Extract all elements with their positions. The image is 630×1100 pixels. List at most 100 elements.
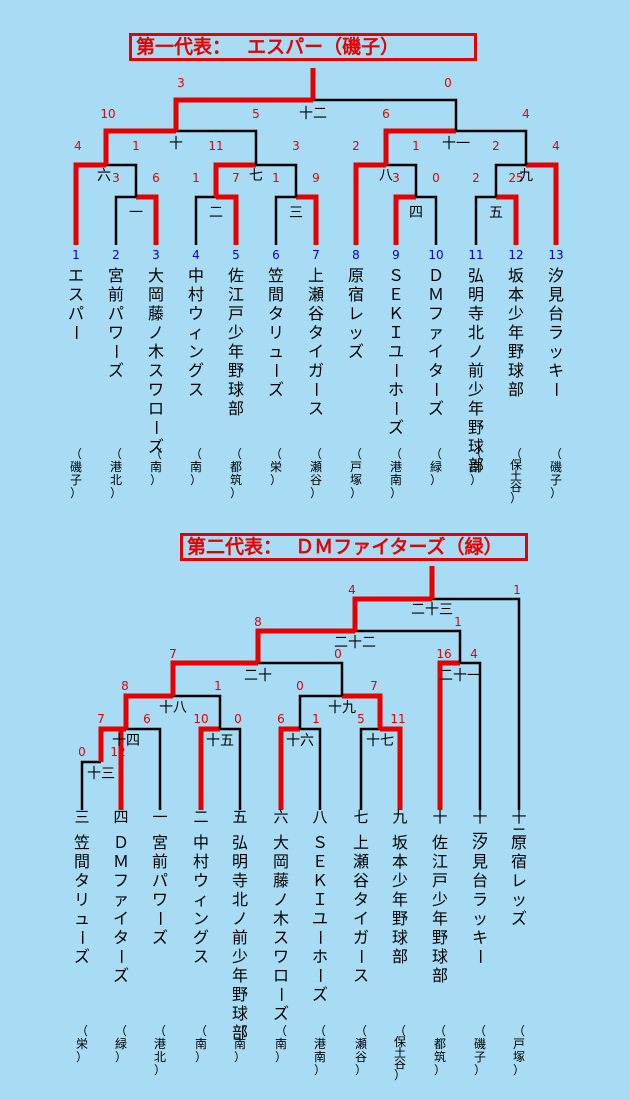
team-region: （栄） — [76, 1024, 88, 1064]
char: 年 — [508, 323, 524, 342]
score: 12 — [110, 745, 125, 759]
team-region: （南） — [470, 447, 482, 487]
game-label: 七 — [249, 168, 263, 184]
char: 球 — [508, 361, 524, 380]
char: ノ — [148, 323, 164, 342]
game-label: 一 — [129, 205, 143, 221]
score: 1 — [132, 139, 140, 153]
bracket-line — [352, 596, 432, 631]
game-label: 二十 — [244, 668, 272, 684]
char: イ — [428, 342, 444, 361]
team-region: （磯子） — [550, 447, 562, 500]
char: ズ — [511, 909, 527, 928]
char: （ — [350, 447, 362, 461]
char: 部 — [228, 399, 244, 418]
score: 25 — [508, 171, 523, 185]
bracket-line — [437, 660, 460, 810]
char: 藤 — [273, 871, 289, 890]
char: ー — [72, 929, 91, 945]
score: 3 — [392, 171, 400, 185]
game-label: 六 — [97, 168, 111, 184]
char: ワ — [273, 947, 289, 966]
bracket-line — [494, 163, 526, 197]
char: Ｄ — [113, 833, 129, 852]
char: （ — [234, 1024, 246, 1038]
char: 北 — [110, 473, 122, 487]
team-region: （瀬谷） — [355, 1024, 367, 1077]
char: 弘 — [232, 833, 248, 852]
char: イ — [308, 342, 324, 361]
char: ー — [310, 929, 329, 945]
char: 戸 — [350, 460, 362, 474]
score: 11 — [390, 712, 405, 726]
bracket-line — [380, 726, 403, 810]
game-label: 十八 — [159, 700, 187, 716]
char: 谷 — [310, 473, 322, 487]
char: （ — [310, 447, 322, 461]
team-name: エスパー — [66, 266, 85, 340]
game-label: 二十一 — [439, 668, 481, 684]
score: 8 — [121, 679, 129, 693]
char: 年 — [232, 966, 248, 985]
char: ズ — [108, 361, 124, 380]
char: 戸 — [228, 304, 244, 323]
char: 野 — [432, 928, 448, 947]
char: ） — [195, 1050, 207, 1064]
char: Ｋ — [388, 304, 404, 323]
slot-number: 三 — [74, 808, 89, 826]
char: ガ — [353, 928, 369, 947]
char: 塚 — [350, 473, 362, 487]
char: 年 — [432, 909, 448, 928]
char: 二 — [511, 825, 526, 843]
char: ス — [68, 285, 84, 304]
bracket-line — [136, 194, 159, 245]
char: 磯 — [70, 460, 82, 474]
score: 7 — [232, 171, 240, 185]
char: （ — [470, 447, 482, 461]
char: 弘 — [468, 266, 484, 285]
team-number: 6 — [272, 248, 280, 262]
char: ） — [190, 473, 202, 487]
char: ス — [193, 947, 209, 966]
char: 九 — [392, 808, 407, 826]
char: ス — [188, 380, 204, 399]
char: 中 — [188, 266, 204, 285]
char: グ — [193, 928, 209, 947]
char: 前 — [468, 361, 484, 380]
char: 木 — [273, 909, 289, 928]
char: 球 — [228, 380, 244, 399]
bracket-line — [256, 163, 298, 197]
char: 寺 — [468, 304, 484, 323]
char: ） — [474, 1063, 486, 1077]
char: 南 — [150, 459, 162, 474]
char: 藤 — [148, 304, 164, 323]
team-number: 11 — [468, 248, 483, 262]
bracket-line — [198, 726, 220, 810]
char: フ — [428, 304, 444, 323]
char: ユ — [312, 909, 328, 928]
score: 2 — [492, 139, 500, 153]
char: ） — [154, 1063, 166, 1077]
bracket-line — [393, 194, 416, 245]
char: （ — [270, 447, 282, 461]
score: 6 — [143, 712, 151, 726]
char: ） — [230, 486, 242, 500]
slot-number: 十二 — [511, 808, 526, 843]
char: 本 — [508, 285, 524, 304]
char: 部 — [508, 380, 524, 399]
char: ー — [306, 381, 325, 397]
game-label: 四 — [409, 205, 423, 221]
char: ー — [146, 419, 165, 435]
char: ー — [66, 324, 85, 340]
char: ） — [115, 1050, 127, 1064]
team-region: （保土谷） — [394, 1024, 406, 1082]
char: Ｅ — [388, 285, 404, 304]
char: ラ — [472, 890, 488, 909]
